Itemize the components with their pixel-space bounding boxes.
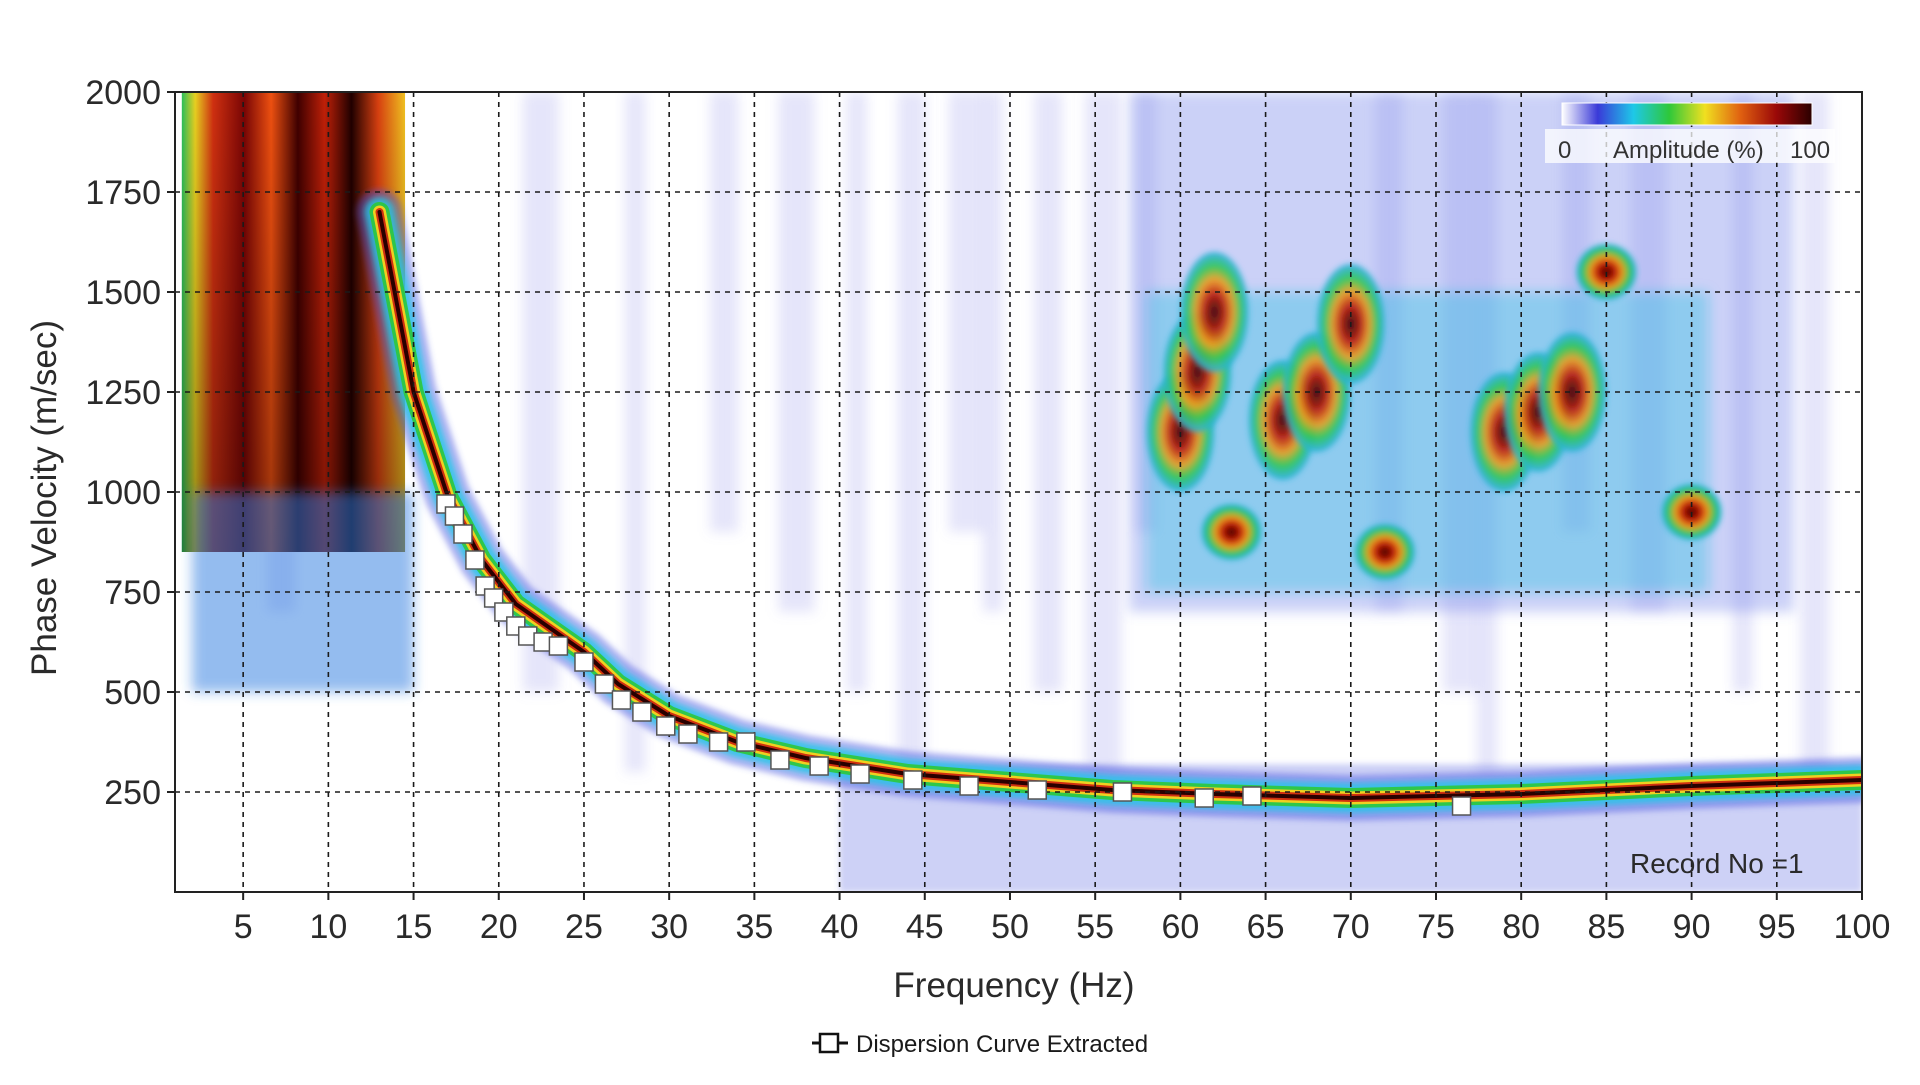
dispersion-point: [594, 674, 615, 694]
dispersion-point: [465, 550, 485, 570]
y-axis-label: Phase Velocity (m/sec): [25, 320, 64, 676]
x-tick-label: 100: [1834, 908, 1891, 946]
dispersion-point: [548, 636, 569, 656]
dispersion-point: [574, 652, 594, 672]
colorbar-title: Amplitude (%): [1613, 137, 1764, 164]
legend-label: Dispersion Curve Extracted: [856, 1031, 1148, 1058]
dispersion-point: [444, 506, 465, 526]
dispersion-point: [850, 764, 870, 784]
x-tick-label: 40: [821, 908, 859, 946]
colorbar-max-label: 100: [1790, 137, 1830, 164]
y-tick-label: 1750: [85, 174, 161, 212]
dispersion-point: [708, 732, 729, 752]
x-tick-label: 25: [565, 908, 603, 946]
axis-ticks: 5 10 15 20 25 30 35 40 45 50 55 60 65 70 75 80 85 90 95 100…: [85, 74, 1890, 946]
y-tick-label: 1250: [85, 374, 161, 412]
x-tick-label: 5: [234, 908, 253, 946]
x-tick-label: 50: [991, 908, 1029, 946]
y-tick-label: 2000: [85, 74, 161, 112]
x-axis-label: Frequency (Hz): [893, 966, 1134, 1005]
y-tick-label: 500: [104, 674, 161, 712]
noise-streak: [625, 92, 646, 772]
noise-streak: [1800, 92, 1829, 772]
noise-streak: [897, 92, 926, 772]
x-tick-label: 75: [1417, 908, 1455, 946]
dispersion-point: [736, 732, 756, 752]
colorbar-min-label: 0: [1558, 137, 1571, 164]
record-number-label: Record No =1: [1630, 848, 1804, 879]
dispersion-point: [809, 756, 829, 776]
dispersion-curve-points: [436, 494, 1472, 816]
legend: Dispersion Curve Extracted: [812, 1031, 1148, 1058]
legend-marker: [818, 1032, 840, 1054]
x-tick-label: 30: [650, 908, 688, 946]
dispersion-point: [1242, 786, 1262, 806]
dispersion-point: [678, 724, 698, 744]
energy-lobe: [1354, 524, 1415, 580]
noise-streak: [710, 92, 739, 532]
dispersion-point: [1451, 796, 1472, 816]
dispersion-point: [611, 690, 632, 710]
dispersion-point: [903, 770, 923, 790]
grid-lines: [175, 92, 1862, 892]
low-frequency-shade: [181, 92, 406, 552]
energy-lobe: [1201, 504, 1262, 560]
x-tick-label: 35: [735, 908, 773, 946]
colorbar: 0 Amplitude (%) 100: [1545, 102, 1835, 164]
colorbar-gradient: [1561, 102, 1813, 126]
noise-streak: [948, 92, 985, 532]
x-tick-label: 65: [1247, 908, 1285, 946]
dispersion-point: [770, 750, 790, 770]
y-tick-label: 250: [104, 774, 161, 812]
x-tick-label: 60: [1161, 908, 1199, 946]
dispersion-point: [1112, 782, 1133, 802]
dispersion-point: [1194, 788, 1214, 808]
dispersion-point: [656, 716, 676, 736]
energy-hotspot-1: [1180, 252, 1249, 372]
x-tick-label: 45: [906, 908, 944, 946]
colorbar-label-bg: [1545, 129, 1835, 163]
x-tick-label: 55: [1076, 908, 1114, 946]
energy-hotspot-3: [1538, 332, 1607, 452]
y-tick-label: 1500: [85, 274, 161, 312]
x-tick-label: 10: [309, 908, 347, 946]
dispersion-point: [453, 524, 473, 544]
x-tick-label: 70: [1332, 908, 1370, 946]
dispersion-point: [1027, 780, 1047, 800]
record-annotation: Record No =1: [1630, 848, 1804, 879]
dispersion-point: [959, 776, 979, 796]
noise-streak: [1085, 92, 1122, 772]
noise-streak: [982, 92, 1003, 612]
x-tick-label: 90: [1673, 908, 1711, 946]
x-tick-label: 85: [1587, 908, 1625, 946]
noise-streak: [778, 92, 815, 612]
y-tick-label: 750: [104, 574, 161, 612]
dispersion-point: [632, 702, 652, 722]
x-tick-label: 80: [1502, 908, 1540, 946]
x-tick-label: 15: [395, 908, 433, 946]
x-tick-label: 20: [480, 908, 518, 946]
y-tick-label: 1000: [85, 474, 161, 512]
x-tick-label: 95: [1758, 908, 1796, 946]
